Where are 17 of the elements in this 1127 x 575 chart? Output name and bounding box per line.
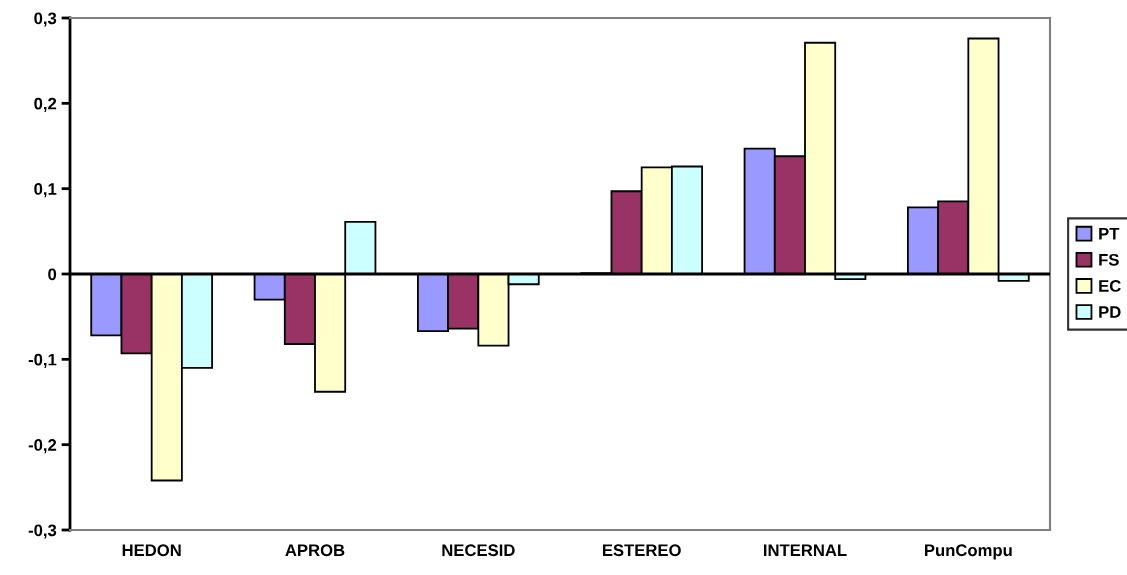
legend-label: EC <box>1099 280 1121 292</box>
y-tick-label: 0,3 <box>34 12 57 27</box>
legend-label: FS <box>1099 253 1119 266</box>
x-tick-label: APROB <box>285 544 345 557</box>
y-tick-label: -0,3 <box>28 524 57 539</box>
y-tick-label: -0,2 <box>28 439 57 454</box>
x-tick-label: NECESID <box>442 544 515 557</box>
y-tick-label: -0,1 <box>28 353 57 368</box>
legend-label: PD <box>1099 306 1121 318</box>
y-tick-label: 0 <box>48 268 57 281</box>
x-tick-label: HEDON <box>122 544 181 557</box>
y-tick-label: 0,1 <box>34 183 57 198</box>
x-tick-label: ESTEREO <box>602 544 681 557</box>
y-tick-label: 0,2 <box>34 97 57 112</box>
x-tick-label: PunCompu <box>925 544 1012 560</box>
x-tick-label: INTERNAL <box>763 544 847 556</box>
legend-label: PT <box>1099 227 1120 240</box>
